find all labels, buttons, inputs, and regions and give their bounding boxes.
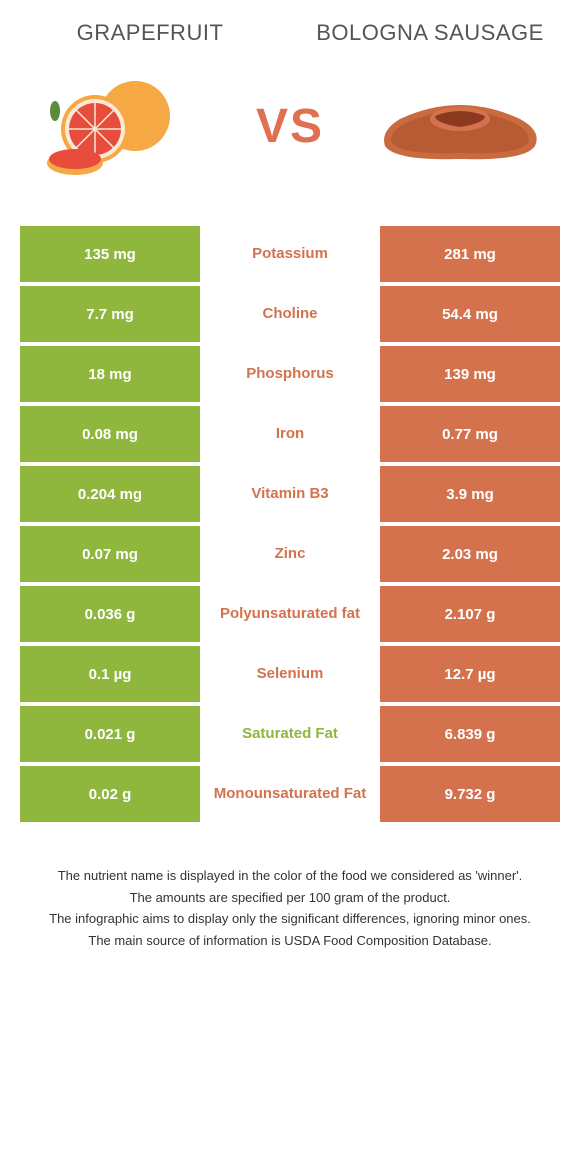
right-food-title: Bologna sausage [304,20,556,46]
vs-label: VS [256,99,324,154]
nutrient-label: Saturated Fat [200,706,380,762]
comparison-table: 135 mgPotassium281 mg7.7 mgCholine54.4 m… [20,226,560,822]
nutrient-label: Monounsaturated Fat [200,766,380,822]
right-value: 12.7 µg [380,646,560,702]
table-row: 0.036 gPolyunsaturated fat2.107 g [20,586,560,642]
table-row: 0.204 mgVitamin B33.9 mg [20,466,560,522]
grapefruit-image [30,66,210,186]
table-row: 0.021 gSaturated Fat6.839 g [20,706,560,762]
table-row: 0.1 µgSelenium12.7 µg [20,646,560,702]
header: Grapefruit Bologna sausage [0,0,580,56]
nutrient-label: Zinc [200,526,380,582]
left-value: 0.204 mg [20,466,200,522]
table-row: 7.7 mgCholine54.4 mg [20,286,560,342]
left-value: 135 mg [20,226,200,282]
footer-line-1: The nutrient name is displayed in the co… [30,866,550,886]
footer-line-2: The amounts are specified per 100 gram o… [30,888,550,908]
left-value: 0.02 g [20,766,200,822]
nutrient-label: Selenium [200,646,380,702]
nutrient-label: Polyunsaturated fat [200,586,380,642]
right-value: 6.839 g [380,706,560,762]
table-row: 0.07 mgZinc2.03 mg [20,526,560,582]
footer-notes: The nutrient name is displayed in the co… [0,826,580,972]
footer-line-3: The infographic aims to display only the… [30,909,550,929]
left-value: 0.021 g [20,706,200,762]
left-value: 0.08 mg [20,406,200,462]
nutrient-label: Potassium [200,226,380,282]
left-value: 7.7 mg [20,286,200,342]
left-value: 0.036 g [20,586,200,642]
table-row: 0.08 mgIron0.77 mg [20,406,560,462]
nutrient-label: Phosphorus [200,346,380,402]
vs-row: VS [0,56,580,226]
right-value: 9.732 g [380,766,560,822]
nutrient-label: Iron [200,406,380,462]
right-value: 3.9 mg [380,466,560,522]
right-value: 2.03 mg [380,526,560,582]
left-value: 18 mg [20,346,200,402]
left-value: 0.1 µg [20,646,200,702]
right-value: 139 mg [380,346,560,402]
left-value: 0.07 mg [20,526,200,582]
table-row: 18 mgPhosphorus139 mg [20,346,560,402]
right-value: 54.4 mg [380,286,560,342]
table-row: 0.02 gMonounsaturated Fat9.732 g [20,766,560,822]
sausage-image [370,66,550,186]
right-value: 2.107 g [380,586,560,642]
footer-line-4: The main source of information is USDA F… [30,931,550,951]
left-food-title: Grapefruit [24,20,276,46]
nutrient-label: Choline [200,286,380,342]
right-value: 281 mg [380,226,560,282]
nutrient-label: Vitamin B3 [200,466,380,522]
right-value: 0.77 mg [380,406,560,462]
table-row: 135 mgPotassium281 mg [20,226,560,282]
